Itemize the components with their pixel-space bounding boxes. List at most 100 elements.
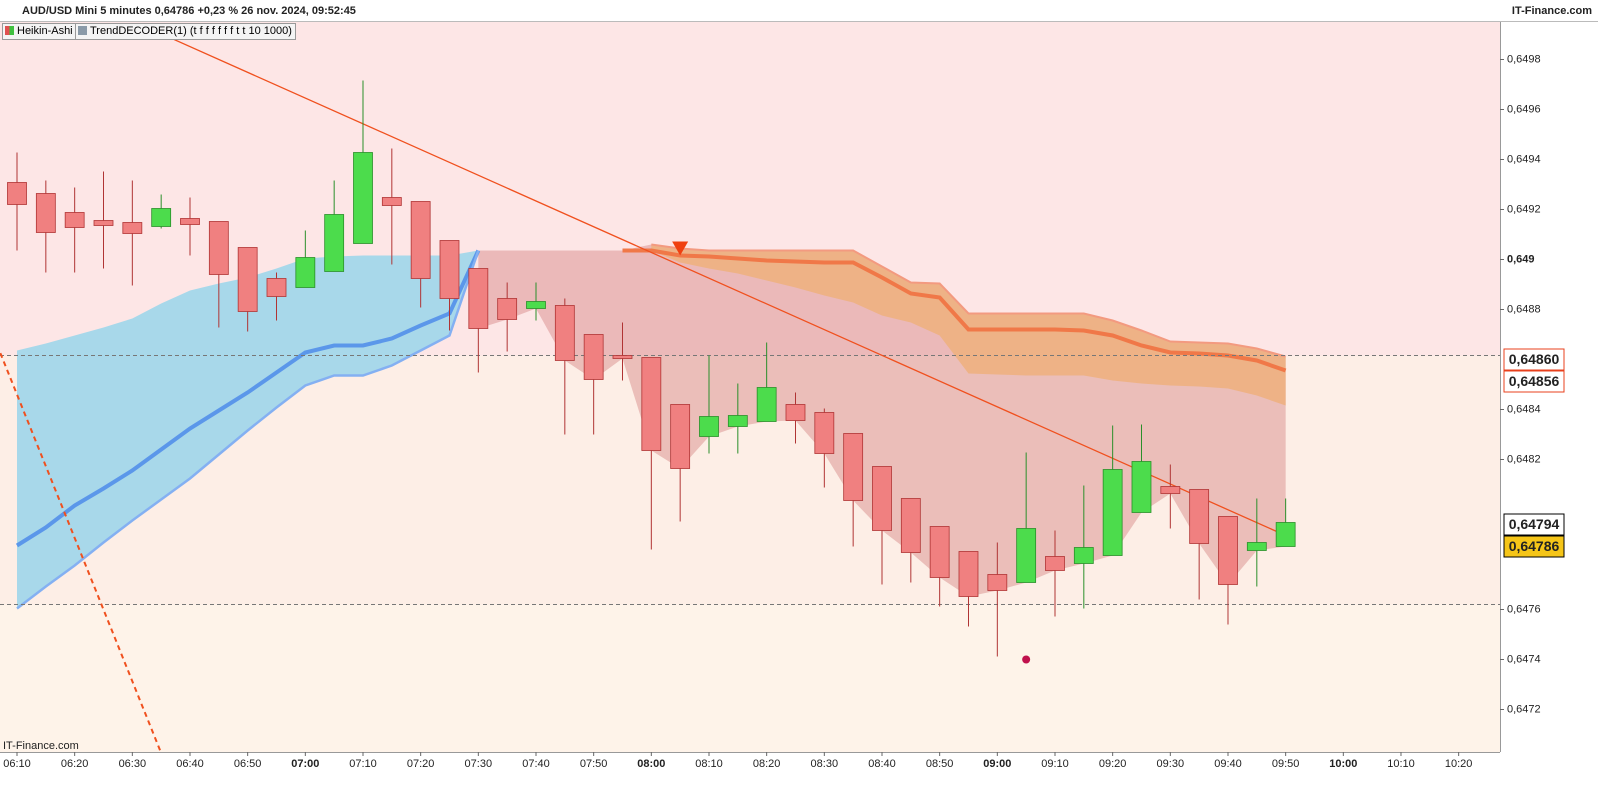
header-title: AUD/USD Mini 5 minutes 0,64786 +0,23 % 2… xyxy=(22,5,356,17)
price-label: 0,64860 xyxy=(1509,351,1560,367)
x-tick-label: 10:10 xyxy=(1387,758,1415,770)
x-tick-label: 06:50 xyxy=(234,758,262,770)
resistance-upper xyxy=(651,243,1286,358)
y-tick-label: 0,6492 xyxy=(1507,203,1541,215)
y-tick-label: 0,6474 xyxy=(1507,653,1541,665)
candle-body xyxy=(410,201,431,279)
resistance-band xyxy=(651,244,1286,406)
candle-body xyxy=(151,208,172,227)
legend-text: TrendDECODER(1) (t f f f f f f t t 10 10… xyxy=(90,25,292,37)
y-tick-label: 0,649 xyxy=(1507,253,1535,265)
candle-body xyxy=(1218,516,1238,585)
watermark: IT-Finance.com xyxy=(3,740,79,752)
candle-body xyxy=(670,404,691,469)
price-label-box xyxy=(1503,348,1565,371)
legend-trend[interactable]: TrendDECODER(1) (t f f f f f f t t 10 10… xyxy=(75,23,296,40)
time-axis-bg xyxy=(0,752,1598,787)
candle-body xyxy=(526,301,546,309)
candle-body xyxy=(641,357,662,451)
candle-body xyxy=(1275,522,1296,547)
x-tick-label: 08:20 xyxy=(753,758,781,770)
legend-heikin[interactable]: Heikin-Ashi xyxy=(2,23,77,40)
candle-body xyxy=(180,218,200,225)
candle-body xyxy=(35,193,56,233)
axes: 0,6472 0,6474 0,6476 0,6482 0,6484 0,6488 0,64… xyxy=(0,22,1598,787)
header-bar xyxy=(0,0,1598,21)
trendline xyxy=(140,24,1286,537)
candle-body xyxy=(843,433,864,501)
y-tick-label: 0,6498 xyxy=(1507,53,1541,65)
candle-body xyxy=(814,412,835,454)
x-tick-label: 07:00 xyxy=(291,758,319,770)
x-tick-label: 08:30 xyxy=(811,758,839,770)
x-tick-label: 06:10 xyxy=(3,758,31,770)
candle-body xyxy=(468,268,489,329)
x-tick-label: 09:50 xyxy=(1272,758,1300,770)
x-tick-label: 07:50 xyxy=(580,758,608,770)
y-tick-label: 0,6488 xyxy=(1507,303,1541,315)
price-label-box xyxy=(1503,535,1565,558)
candle-body xyxy=(208,221,229,275)
x-tick-label: 09:20 xyxy=(1099,758,1127,770)
candle-body xyxy=(1160,486,1181,494)
candle-body xyxy=(727,415,748,427)
candle-body xyxy=(497,298,518,320)
candle-body xyxy=(756,387,777,422)
candle-body xyxy=(266,278,287,297)
candle-body xyxy=(439,240,460,299)
x-tick-label: 09:10 xyxy=(1041,758,1069,770)
candle-body xyxy=(900,498,921,553)
candle-body xyxy=(987,574,1008,591)
x-tick-label: 10:00 xyxy=(1329,758,1357,770)
x-tick-label: 08:40 xyxy=(868,758,896,770)
y-tick-label: 0,6496 xyxy=(1507,103,1541,115)
trendline xyxy=(0,349,162,752)
price-label: 0,64794 xyxy=(1509,516,1560,532)
candle-body xyxy=(929,526,950,578)
candle-body xyxy=(295,257,316,288)
x-tick-label: 10:20 xyxy=(1445,758,1473,770)
x-tick-label: 06:30 xyxy=(119,758,147,770)
resistance-center xyxy=(622,248,1287,373)
x-tick-label: 07:10 xyxy=(349,758,377,770)
candle-body xyxy=(324,214,345,272)
candle-body xyxy=(122,222,143,234)
price-label: 0,64856 xyxy=(1509,373,1560,389)
x-tick-label: 09:30 xyxy=(1157,758,1185,770)
candle-body xyxy=(7,182,27,205)
candle-body xyxy=(1131,461,1152,513)
price-label-box xyxy=(1503,370,1565,393)
candle-body xyxy=(872,466,892,531)
candle-body xyxy=(1045,556,1065,571)
candle-body xyxy=(1246,542,1267,551)
candle-body xyxy=(93,220,114,226)
price-label: 0,64786 xyxy=(1509,538,1560,554)
y-tick-label: 0,6482 xyxy=(1507,453,1541,465)
plot xyxy=(0,22,1500,752)
marker-dot xyxy=(1022,655,1031,664)
candle-body xyxy=(353,152,373,244)
candle-body xyxy=(237,247,258,312)
x-tick-label: 08:00 xyxy=(637,758,665,770)
candle-body xyxy=(583,334,604,380)
support-center xyxy=(15,249,481,548)
x-tick-label: 08:10 xyxy=(695,758,723,770)
price-label-box xyxy=(1503,513,1565,536)
candle-body xyxy=(1016,528,1037,583)
zone xyxy=(0,604,1500,752)
candle-body xyxy=(612,355,633,359)
y-tick-label: 0,6484 xyxy=(1507,403,1541,415)
candle-body xyxy=(381,197,402,206)
candle-body xyxy=(1073,547,1094,564)
candle-body xyxy=(958,551,979,597)
candle-body xyxy=(699,416,719,437)
y-tick-label: 0,6494 xyxy=(1507,153,1541,165)
marker-triangle xyxy=(672,241,689,256)
x-tick-label: 07:30 xyxy=(465,758,493,770)
x-tick-label: 06:20 xyxy=(61,758,89,770)
x-tick-label: 09:40 xyxy=(1214,758,1242,770)
x-tick-label: 06:40 xyxy=(176,758,204,770)
header-site: IT-Finance.com xyxy=(1512,5,1592,17)
candle-body xyxy=(785,404,806,421)
